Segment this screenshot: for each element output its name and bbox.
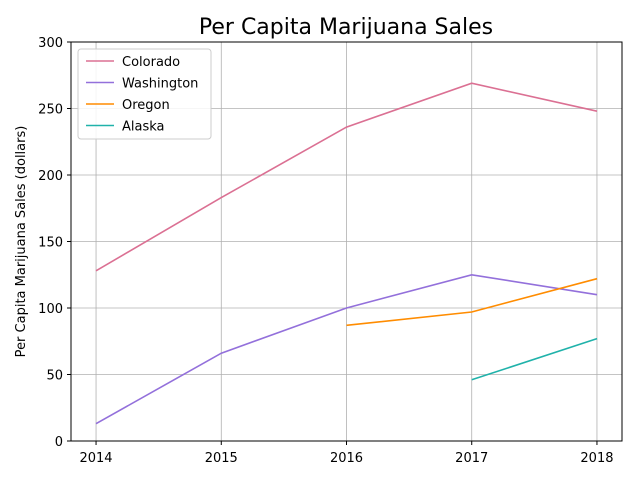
series-line-colorado bbox=[95, 82, 598, 272]
series-layer bbox=[95, 82, 598, 425]
y-tick-label: 50 bbox=[46, 369, 63, 384]
legend-label: Oregon bbox=[122, 98, 170, 113]
x-axis: 2014 2015 2016 2017 2018 bbox=[79, 441, 614, 466]
x-tick-label: 2016 bbox=[330, 451, 363, 466]
chart-title: Per Capita Marijuana Sales bbox=[199, 15, 493, 40]
series-line-oregon bbox=[346, 277, 598, 327]
y-tick-label: 100 bbox=[38, 302, 63, 317]
legend-label: Colorado bbox=[122, 55, 180, 70]
y-tick-label: 250 bbox=[38, 103, 63, 118]
legend: Colorado Washington Oregon Alaska bbox=[77, 48, 212, 140]
y-tick-label: 150 bbox=[38, 236, 63, 251]
x-tick-label: 2017 bbox=[455, 451, 488, 466]
y-tick-label: 0 bbox=[55, 435, 63, 450]
x-tick-label: 2014 bbox=[79, 451, 112, 466]
series-line-washington bbox=[95, 273, 598, 425]
legend-label: Washington bbox=[122, 77, 198, 92]
y-tick-label: 300 bbox=[38, 36, 63, 51]
y-axis: 0 50 100 150 200 250 300 bbox=[38, 36, 71, 450]
x-tick-label: 2018 bbox=[580, 451, 613, 466]
y-tick-label: 200 bbox=[38, 169, 63, 184]
x-tick-label: 2015 bbox=[205, 451, 238, 466]
series-line-alaska bbox=[471, 337, 598, 381]
y-axis-label: Per Capita Marijuana Sales (dollars) bbox=[14, 126, 29, 358]
legend-box bbox=[77, 48, 212, 140]
legend-label: Alaska bbox=[122, 120, 165, 135]
